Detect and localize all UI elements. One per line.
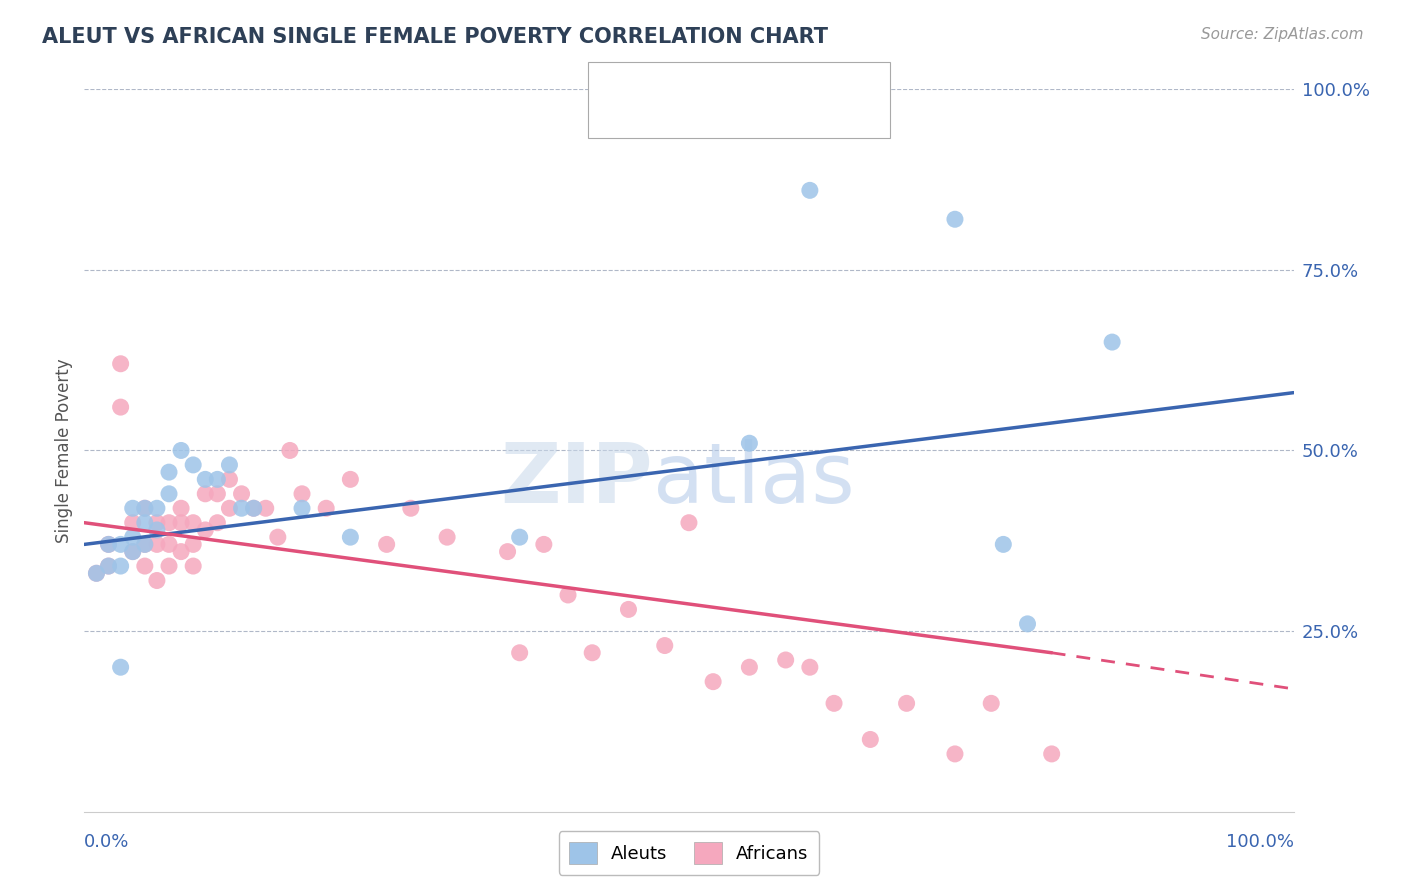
Point (97, 559, 120, 574)
Point (980, 696, 1002, 710)
Point (121, 516, 143, 530)
Point (110, 400, 132, 414)
Text: 0.0%: 0.0% (84, 833, 129, 851)
Point (170, 501, 193, 516)
Point (231, 487, 253, 501)
Point (181, 516, 204, 530)
Point (146, 537, 169, 551)
Point (557, 588, 579, 602)
Point (617, 602, 640, 616)
Point (134, 559, 156, 574)
Point (134, 537, 156, 551)
Point (218, 472, 240, 486)
Point (146, 516, 169, 530)
Point (170, 443, 193, 458)
Point (181, 537, 204, 551)
Point (97, 537, 120, 551)
Point (207, 487, 229, 501)
Point (231, 501, 253, 516)
Point (134, 537, 156, 551)
Point (509, 646, 531, 660)
Point (738, 660, 761, 674)
Point (110, 537, 132, 551)
Point (194, 472, 217, 486)
Point (242, 501, 264, 516)
Point (110, 660, 132, 674)
Point (242, 501, 264, 516)
Point (146, 501, 169, 516)
Point (581, 646, 603, 660)
Point (86, 566, 108, 581)
Point (194, 487, 217, 501)
Point (121, 501, 143, 516)
Point (110, 357, 132, 371)
Point (375, 537, 398, 551)
Point (1101, 334, 1123, 349)
Point (97, 559, 120, 574)
Point (315, 501, 337, 516)
Point (157, 465, 180, 479)
Point (121, 544, 143, 558)
Text: ALEUT VS AFRICAN SINGLE FEMALE POVERTY CORRELATION CHART: ALEUT VS AFRICAN SINGLE FEMALE POVERTY C… (42, 27, 828, 46)
Point (496, 544, 519, 558)
Point (943, 747, 966, 761)
Point (993, 537, 1015, 551)
Point (254, 501, 277, 516)
Point (86, 566, 108, 581)
Point (1040, 747, 1063, 761)
Point (134, 516, 156, 530)
Point (157, 537, 180, 551)
Y-axis label: Single Female Poverty: Single Female Poverty (55, 359, 73, 542)
Point (121, 544, 143, 558)
Point (194, 523, 217, 537)
Point (170, 516, 193, 530)
Point (702, 674, 724, 689)
Point (436, 530, 458, 544)
Point (943, 212, 966, 227)
Point (146, 523, 169, 537)
Point (278, 443, 301, 458)
Point (97, 537, 120, 551)
Point (146, 574, 169, 588)
Text: 100.0%: 100.0% (1226, 833, 1294, 851)
Point (509, 530, 531, 544)
Point (207, 516, 229, 530)
Point (339, 472, 361, 486)
Legend: Aleuts, Africans: Aleuts, Africans (558, 831, 820, 875)
Point (799, 660, 821, 674)
Point (267, 530, 290, 544)
Point (859, 732, 882, 747)
Point (134, 501, 156, 516)
Point (157, 487, 180, 501)
Point (181, 559, 204, 574)
Point (399, 501, 422, 516)
Point (291, 487, 314, 501)
Point (799, 183, 821, 197)
Text: ZIP: ZIP (501, 439, 652, 520)
Point (678, 516, 700, 530)
Point (896, 696, 918, 710)
Point (157, 559, 180, 574)
Point (218, 458, 240, 472)
Point (110, 559, 132, 574)
Point (157, 516, 180, 530)
Point (134, 501, 156, 516)
Point (738, 436, 761, 450)
Text: R = -0.201   N = 57: R = -0.201 N = 57 (638, 110, 815, 128)
Point (207, 472, 229, 486)
Point (170, 544, 193, 558)
Point (775, 653, 797, 667)
Point (533, 537, 555, 551)
Point (121, 530, 143, 544)
Point (654, 639, 676, 653)
Text: R =  0.395   N = 32: R = 0.395 N = 32 (638, 76, 815, 94)
Point (181, 458, 204, 472)
Text: atlas: atlas (652, 439, 855, 520)
Point (218, 501, 240, 516)
Point (339, 530, 361, 544)
Point (823, 696, 845, 710)
Point (291, 501, 314, 516)
Text: Source: ZipAtlas.com: Source: ZipAtlas.com (1201, 27, 1364, 42)
Point (1017, 616, 1039, 631)
